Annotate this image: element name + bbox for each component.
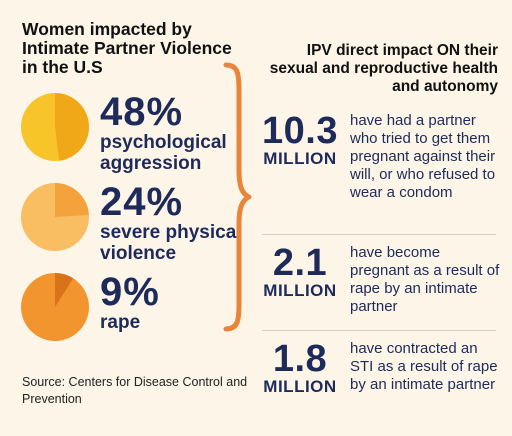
impact-unit: MILLION	[263, 281, 337, 300]
impact-text: have had a partner who tried to get them…	[350, 112, 496, 201]
pie-slice	[55, 183, 89, 217]
stat-label: rape	[100, 312, 141, 333]
pie-slice	[55, 93, 89, 161]
pie-chart-physical	[21, 183, 89, 251]
pie-chart-psychological	[21, 93, 89, 161]
pie-chart-rape	[21, 273, 89, 341]
stat-label: psychological aggression	[100, 132, 227, 174]
stat-percent: 24%	[100, 180, 184, 224]
stat-percent: 9%	[100, 270, 160, 314]
brace-icon	[223, 62, 252, 332]
impact-text: have contracted an STI as a result of ra…	[350, 340, 498, 393]
divider	[262, 234, 496, 235]
impact-number: 1.8	[272, 338, 328, 380]
left-title: Women impacted by Intimate Partner Viole…	[22, 19, 232, 77]
impact-number: 10.3	[262, 110, 338, 152]
stat-label: severe physical violence	[100, 222, 242, 264]
impact-unit: MILLION	[263, 149, 337, 168]
right-title: IPV direct impact ON their sexual and re…	[269, 42, 498, 95]
stat-percent: 48%	[100, 90, 184, 134]
source-note: Source: Centers for Disease Control and …	[22, 375, 248, 406]
divider	[262, 330, 496, 331]
impact-text: have become pregnant as a result of rape…	[350, 244, 500, 315]
impact-number: 2.1	[272, 242, 328, 284]
impact-unit: MILLION	[263, 377, 337, 396]
pie-slice	[55, 273, 74, 307]
